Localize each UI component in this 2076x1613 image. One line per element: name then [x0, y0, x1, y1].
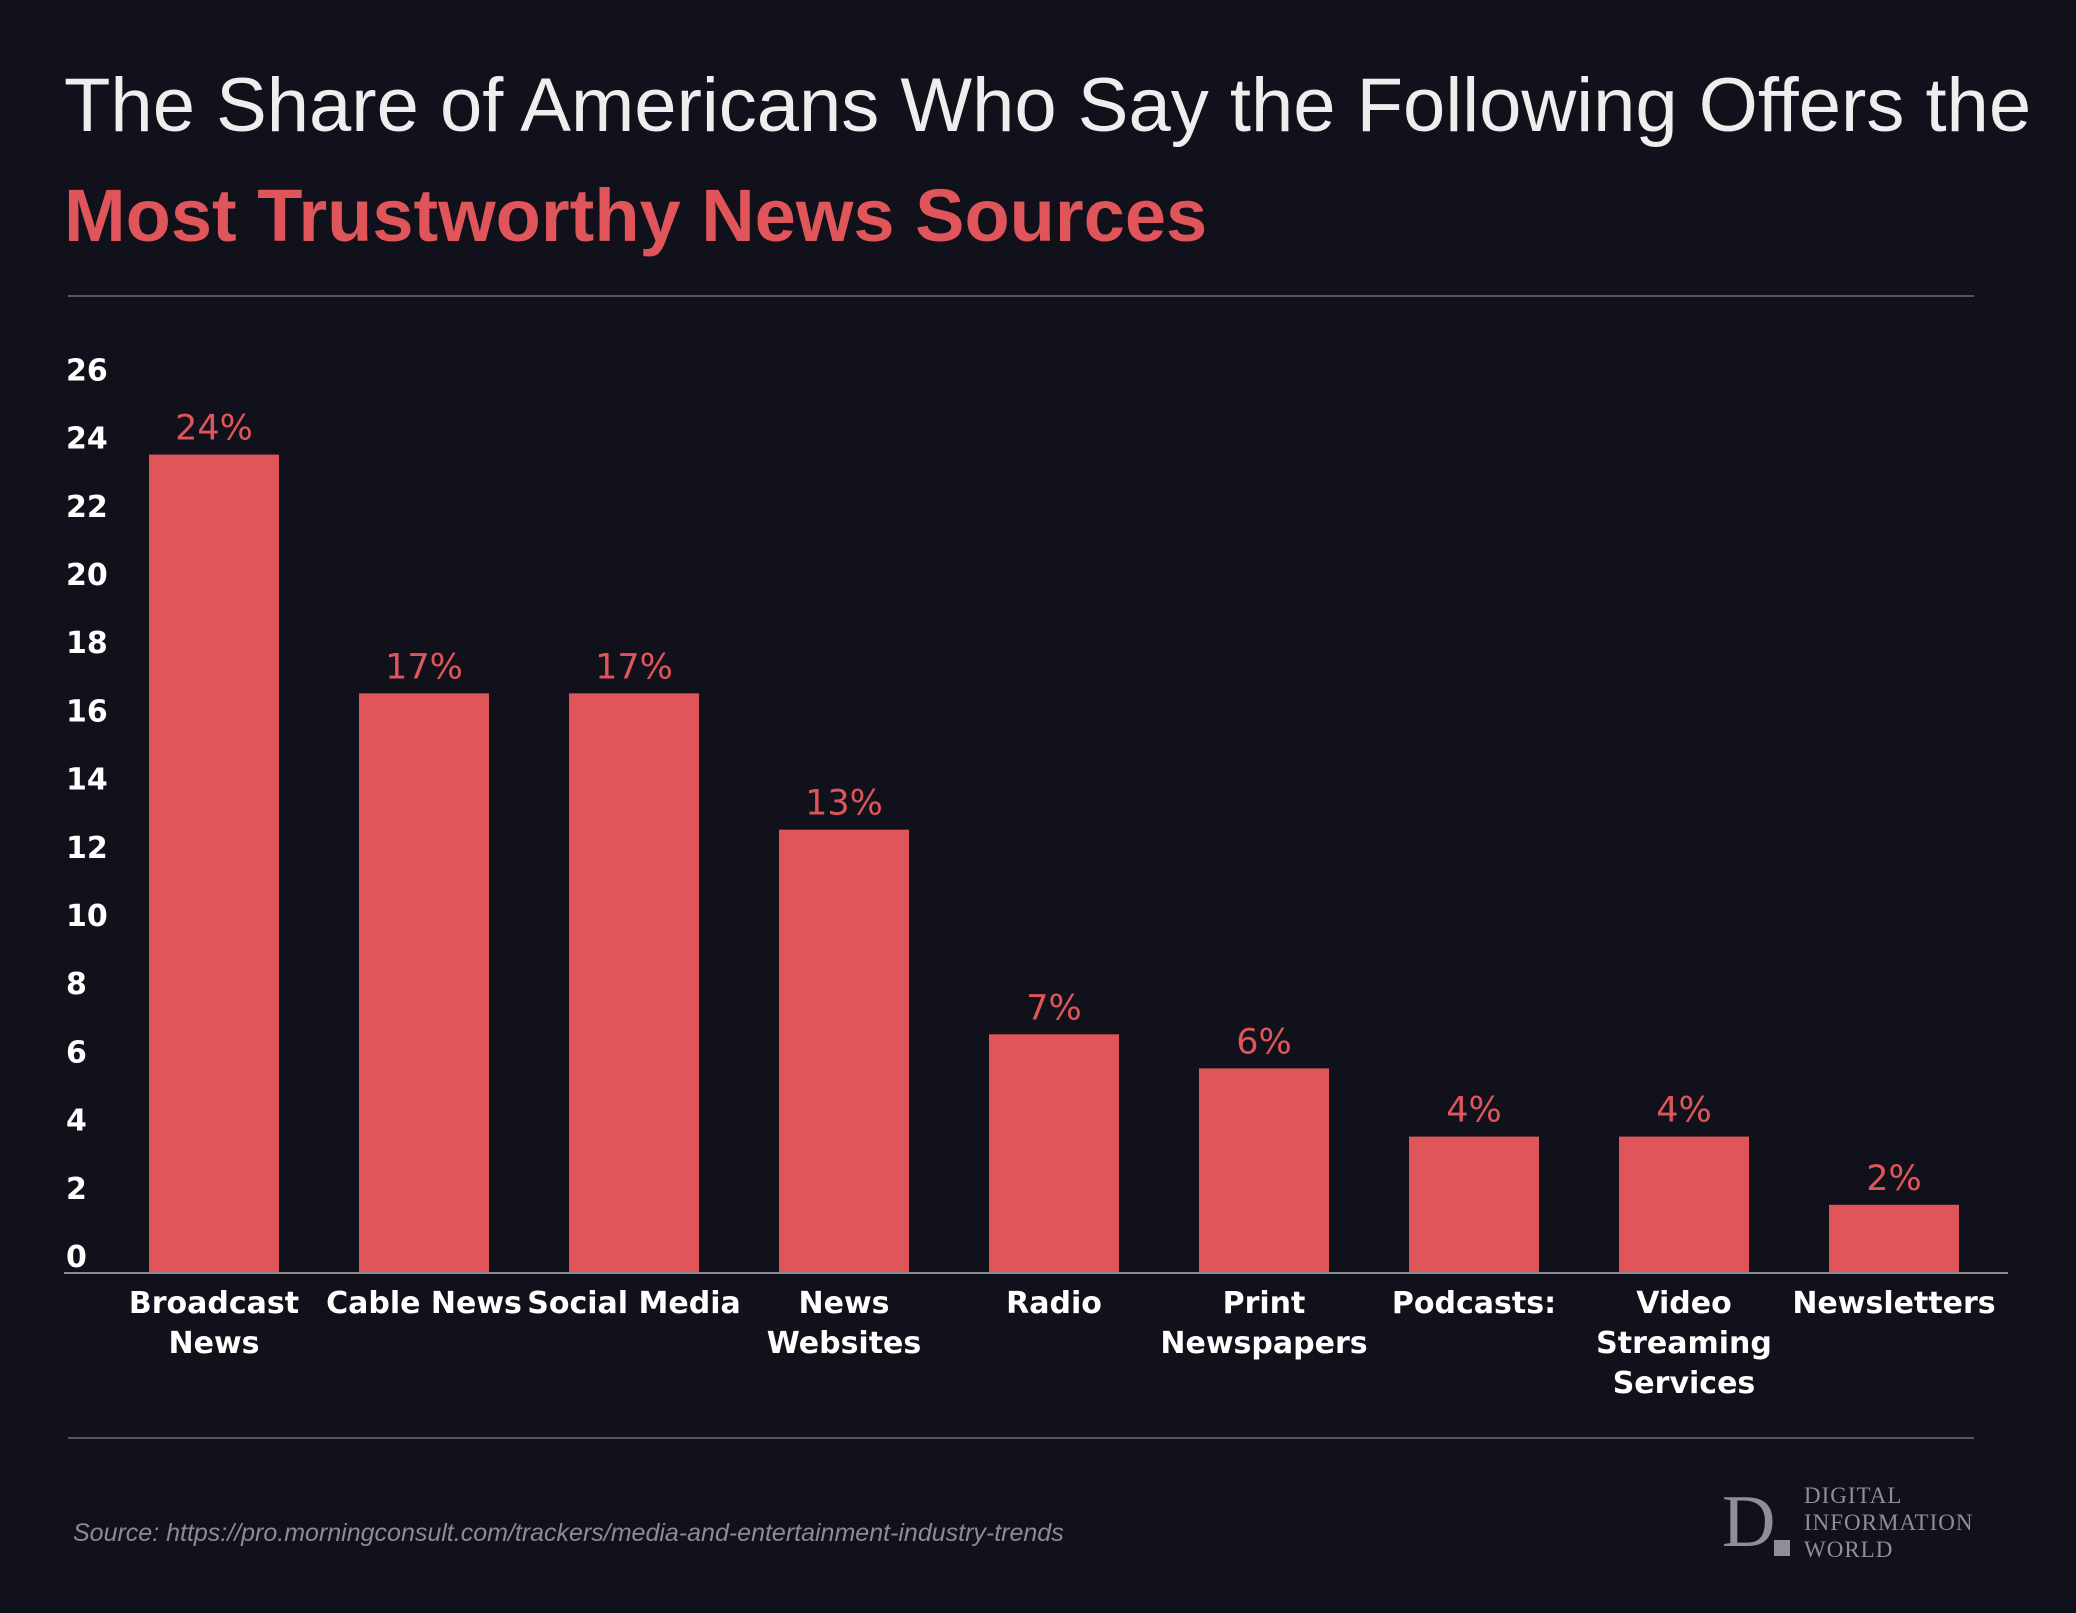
y-tick-label: 10	[66, 899, 108, 934]
y-tick-label: 6	[66, 1035, 87, 1070]
category-label-line: Podcasts:	[1392, 1286, 1556, 1321]
bar	[149, 454, 279, 1274]
y-tick-label: 8	[66, 967, 87, 1002]
y-tick-label: 22	[66, 490, 108, 525]
top-divider	[68, 295, 1974, 297]
bar-value-label: 6%	[1236, 1022, 1292, 1062]
category-label: Podcasts:	[1392, 1286, 1556, 1321]
logo-line-1: DIGITAL	[1804, 1483, 1903, 1508]
category-label-line: Streaming	[1596, 1326, 1772, 1361]
category-label-line: News	[798, 1286, 889, 1321]
category-label: Social Media	[527, 1286, 740, 1321]
logo-square-icon	[1774, 1540, 1790, 1556]
category-label-line: Broadcast	[129, 1286, 299, 1321]
bottom-divider	[68, 1437, 1974, 1439]
bar	[569, 693, 699, 1273]
y-tick-label: 16	[66, 694, 108, 729]
chart-title-line-1: The Share of Americans Who Say the Follo…	[64, 63, 2032, 148]
x-axis-labels: Broadcast News Cable News Social Media News W…	[129, 1286, 1996, 1401]
bar	[1409, 1136, 1539, 1273]
category-label: Broadcast News	[129, 1286, 299, 1361]
bar-value-label: 13%	[805, 784, 883, 824]
logo-mark: D	[1722, 1481, 1776, 1563]
bar-value-label: 4%	[1656, 1091, 1712, 1131]
category-label-line: Print	[1223, 1286, 1306, 1321]
category-label-line: Newspapers	[1160, 1326, 1367, 1361]
category-label-line: Newsletters	[1792, 1286, 1995, 1321]
category-label-line: Radio	[1006, 1286, 1102, 1321]
y-tick-label: 4	[66, 1104, 87, 1139]
y-tick-label: 0	[66, 1240, 87, 1275]
bar	[359, 693, 489, 1273]
bar	[779, 829, 909, 1273]
bar	[989, 1034, 1119, 1273]
category-label: News Websites	[767, 1286, 922, 1361]
y-tick-label: 2	[66, 1172, 87, 1207]
y-tick-label: 20	[66, 558, 108, 593]
category-label-line: Cable News	[326, 1286, 522, 1321]
y-tick-label: 18	[66, 626, 108, 661]
digital-information-world-logo: D DIGITAL INFORMATION WORLD	[1722, 1480, 1982, 1564]
category-label-line: Websites	[767, 1326, 922, 1361]
category-label-line: News	[168, 1326, 259, 1361]
y-tick-label: 24	[66, 422, 108, 457]
bars-group	[149, 454, 1959, 1274]
bar-value-label: 17%	[385, 647, 463, 687]
category-label-line: Services	[1613, 1366, 1756, 1401]
bar	[1619, 1136, 1749, 1273]
y-tick-label: 12	[66, 831, 108, 866]
category-label: Video Streaming Services	[1596, 1286, 1772, 1401]
category-label: Radio	[1006, 1286, 1102, 1321]
category-label: Newsletters	[1792, 1286, 1995, 1321]
bar-value-label: 4%	[1446, 1091, 1502, 1131]
data-labels-group: 24% 17% 17% 13% 7% 6% 4% 4% 2%	[175, 409, 1922, 1199]
category-label-line: Video	[1636, 1286, 1731, 1321]
chart-title-line-2: Most Trustworthy News Sources	[64, 174, 1208, 257]
logo-line-2: INFORMATION	[1804, 1510, 1974, 1535]
category-label: Print Newspapers	[1160, 1286, 1367, 1361]
y-tick-label: 26	[66, 353, 108, 388]
y-tick-label: 14	[66, 763, 108, 798]
logo-wordmark: DIGITAL INFORMATION WORLD	[1804, 1482, 1973, 1563]
bar-value-label: 24%	[175, 409, 253, 449]
bar	[1199, 1068, 1329, 1273]
source-note: Source: https://pro.morningconsult.com/t…	[73, 1519, 1064, 1547]
category-label: Cable News	[326, 1286, 522, 1321]
category-label-line: Social Media	[527, 1286, 740, 1321]
bar-value-label: 2%	[1866, 1159, 1922, 1199]
logo-line-3: WORLD	[1804, 1537, 1894, 1562]
bar-value-label: 17%	[595, 647, 673, 687]
bar	[1829, 1204, 1959, 1273]
bar-value-label: 7%	[1026, 988, 1082, 1028]
